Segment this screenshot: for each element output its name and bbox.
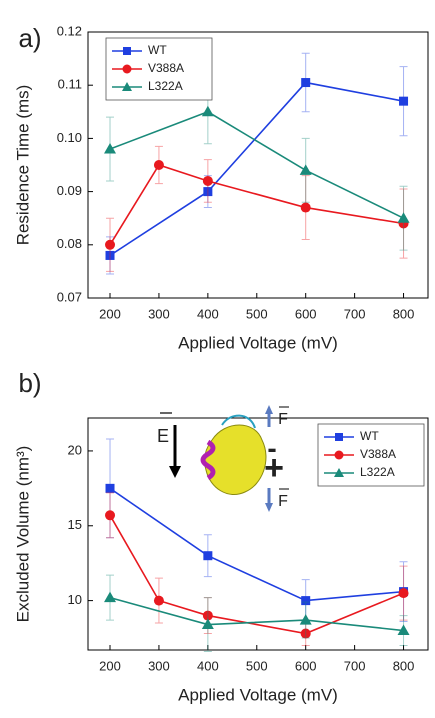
y-tick-label: 0.09 xyxy=(57,183,82,198)
x-tick-label: 700 xyxy=(344,306,366,321)
x-tick-label: 600 xyxy=(295,306,317,321)
marker xyxy=(105,239,116,250)
marker xyxy=(299,614,312,625)
marker xyxy=(300,202,311,213)
y-axis-title: Excluded Volume (nm³) xyxy=(13,446,32,623)
x-tick-label: 500 xyxy=(246,658,268,673)
legend-marker xyxy=(122,64,132,74)
marker xyxy=(203,551,213,561)
legend-label: WT xyxy=(360,429,379,443)
x-tick-label: 200 xyxy=(99,306,121,321)
marker xyxy=(105,510,116,521)
x-tick-label: 600 xyxy=(295,658,317,673)
legend-label: L322A xyxy=(360,465,395,479)
marker xyxy=(301,78,311,88)
panel-label: a) xyxy=(18,23,41,53)
legend-marker xyxy=(334,468,344,477)
series-line xyxy=(109,110,404,219)
x-tick-label: 300 xyxy=(148,658,170,673)
marker xyxy=(397,624,410,636)
marker xyxy=(202,175,213,186)
series-line xyxy=(109,596,404,632)
x-axis-title: Applied Voltage (mV) xyxy=(178,685,338,704)
marker xyxy=(105,250,115,260)
field-arrow-head xyxy=(169,466,181,478)
y-tick-label: 0.12 xyxy=(57,23,82,38)
force-arrow-down-head xyxy=(265,503,273,512)
force-arrow-up-head xyxy=(265,405,273,414)
marker xyxy=(201,618,214,630)
marker xyxy=(153,595,164,606)
legend-label: V388A xyxy=(148,61,184,75)
y-tick-label: 0.11 xyxy=(58,77,82,92)
y-tick-label: 10 xyxy=(68,592,82,607)
legend-marker xyxy=(122,82,132,91)
marker xyxy=(104,143,117,154)
y-tick-label: 0.10 xyxy=(57,130,82,145)
y-axis-title: Residence Time (ms) xyxy=(13,85,32,246)
y-tick-label: 15 xyxy=(68,517,82,532)
marker xyxy=(301,596,311,606)
legend-label: WT xyxy=(148,43,167,57)
annotation: F xyxy=(278,493,288,510)
marker xyxy=(104,591,117,603)
marker xyxy=(399,96,409,106)
legend-label: V388A xyxy=(360,447,396,461)
plot-frame xyxy=(87,417,429,651)
legend-label: L322A xyxy=(148,79,183,93)
annotation: - xyxy=(267,432,276,463)
legend-marker xyxy=(334,450,344,460)
x-tick-label: 400 xyxy=(197,658,219,673)
marker xyxy=(201,105,214,117)
series-line xyxy=(109,514,404,635)
series-line xyxy=(109,164,404,246)
marker xyxy=(203,187,213,197)
y-tick-label: 0.08 xyxy=(57,236,82,251)
x-tick-label: 400 xyxy=(197,306,219,321)
series-line xyxy=(109,81,404,257)
x-tick-label: 700 xyxy=(344,658,366,673)
annotation: F xyxy=(278,411,288,428)
annotation: E xyxy=(157,426,169,446)
legend-marker xyxy=(335,433,343,441)
x-tick-label: 300 xyxy=(148,306,170,321)
x-tick-label: 200 xyxy=(99,658,121,673)
x-axis-title: Applied Voltage (mV) xyxy=(178,333,338,352)
marker xyxy=(105,483,115,493)
marker xyxy=(397,212,410,223)
protein-loop xyxy=(221,414,256,429)
panel-label: b) xyxy=(18,368,41,398)
marker xyxy=(299,164,312,175)
marker xyxy=(202,610,213,621)
x-tick-label: 800 xyxy=(393,306,415,321)
protein-helix xyxy=(200,439,216,481)
marker xyxy=(398,588,409,599)
protein-sheet xyxy=(203,424,267,495)
protein-inset xyxy=(160,405,289,512)
x-tick-label: 500 xyxy=(246,306,268,321)
annotation: + xyxy=(264,449,284,487)
y-tick-label: 20 xyxy=(68,442,82,457)
marker xyxy=(300,628,311,639)
series-line xyxy=(109,487,404,602)
y-tick-label: 0.07 xyxy=(57,289,82,304)
x-tick-label: 800 xyxy=(393,658,415,673)
marker xyxy=(153,160,164,170)
legend-marker xyxy=(123,47,131,55)
plot-frame xyxy=(87,31,429,299)
